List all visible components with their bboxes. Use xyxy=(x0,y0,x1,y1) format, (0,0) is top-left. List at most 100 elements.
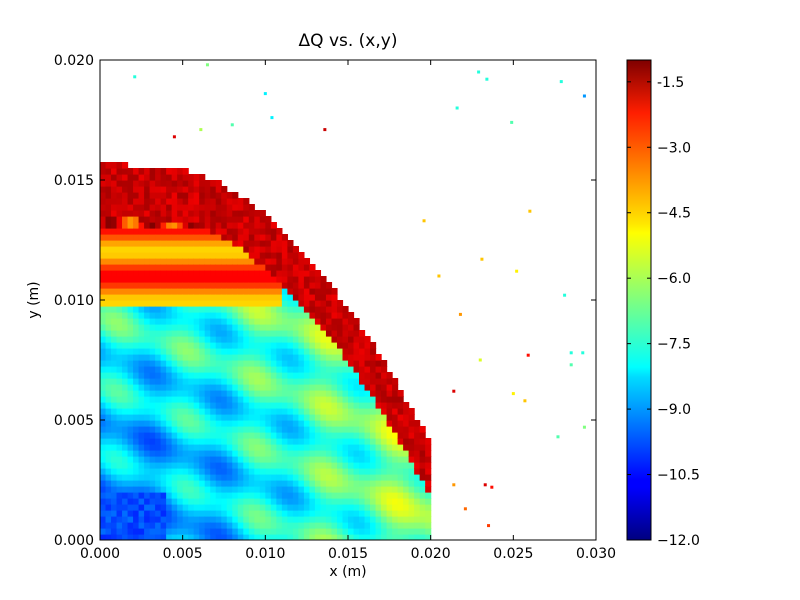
heatmap-cell xyxy=(248,258,255,265)
heatmap-cell xyxy=(149,210,156,217)
heatmap-cell xyxy=(254,246,261,253)
heatmap-cell xyxy=(281,270,288,277)
heatmap-cell xyxy=(331,528,338,535)
heatmap-cell xyxy=(199,414,206,421)
heatmap-cell xyxy=(116,354,123,361)
heatmap-cell xyxy=(392,480,399,487)
heatmap-cell xyxy=(133,468,140,475)
heatmap-cell xyxy=(133,480,140,487)
heatmap-cell xyxy=(149,498,156,505)
heatmap-cell xyxy=(254,498,261,505)
heatmap-cell xyxy=(243,366,250,373)
heatmap-cell xyxy=(281,336,288,343)
heatmap-cell xyxy=(237,396,244,403)
heatmap-cell xyxy=(237,360,244,367)
heatmap-cell xyxy=(149,264,156,271)
heatmap-cell xyxy=(287,408,294,415)
heatmap-cell xyxy=(149,516,156,523)
heatmap-cell xyxy=(155,318,162,325)
heatmap-cell xyxy=(122,258,129,265)
heatmap-cell xyxy=(403,432,410,439)
heatmap-cell xyxy=(182,408,189,415)
heatmap-cell xyxy=(232,222,239,229)
heatmap-cell xyxy=(215,228,222,235)
heatmap-cell xyxy=(155,294,162,301)
heatmap-cell xyxy=(105,300,112,307)
heatmap-cell xyxy=(403,492,410,499)
heatmap-cell xyxy=(237,414,244,421)
heatmap-cell xyxy=(298,360,305,367)
heatmap-cell xyxy=(188,468,195,475)
heatmap-cell xyxy=(182,216,189,223)
heatmap-cell xyxy=(122,162,129,169)
heatmap-cell xyxy=(276,534,283,540)
heatmap-cell xyxy=(149,330,156,337)
heatmap-cell xyxy=(138,330,145,337)
heatmap-cell xyxy=(100,258,107,265)
heatmap-cell xyxy=(403,516,410,523)
heatmap-cell xyxy=(160,384,167,391)
heatmap-cell xyxy=(177,174,184,181)
heatmap-cell xyxy=(116,318,123,325)
heatmap-cell xyxy=(105,294,112,301)
heatmap-cell xyxy=(133,378,140,385)
heatmap-cell xyxy=(160,180,167,187)
heatmap-cell xyxy=(204,264,211,271)
heatmap-cell xyxy=(127,390,134,397)
heatmap-cell xyxy=(116,474,123,481)
heatmap-cell xyxy=(193,360,200,367)
heatmap-cell xyxy=(381,492,388,499)
heatmap-cell xyxy=(243,474,250,481)
heatmap-cell xyxy=(171,468,178,475)
heatmap-cell xyxy=(215,186,222,193)
heatmap-cell xyxy=(298,282,305,289)
heatmap-cell xyxy=(127,276,134,283)
heatmap-cell xyxy=(303,288,311,295)
heatmap-cell xyxy=(171,462,178,469)
heatmap-cell xyxy=(155,366,162,373)
heatmap-cell xyxy=(171,168,178,175)
heatmap-cell xyxy=(210,348,217,355)
heatmap-cell xyxy=(292,348,299,355)
heatmap-cell xyxy=(370,432,377,439)
heatmap-cell xyxy=(160,192,167,199)
heatmap-cell xyxy=(370,468,377,475)
scatter-point xyxy=(487,524,491,528)
heatmap-cell xyxy=(171,270,178,277)
heatmap-cell xyxy=(281,282,288,289)
colorbar-tick-label: −12.0 xyxy=(657,533,700,549)
heatmap-cell xyxy=(353,498,360,505)
heatmap-cell xyxy=(188,294,195,301)
heatmap-cell xyxy=(138,372,145,379)
heatmap-cell xyxy=(254,312,261,319)
heatmap-cell xyxy=(149,234,156,241)
heatmap-cell xyxy=(100,450,107,457)
heatmap-cell xyxy=(364,408,371,415)
heatmap-cell xyxy=(281,384,288,391)
heatmap-cell xyxy=(149,420,156,427)
heatmap-cell xyxy=(221,252,228,259)
heatmap-cell xyxy=(265,258,272,265)
heatmap-cell xyxy=(403,522,410,529)
heatmap-cell xyxy=(116,402,123,409)
heatmap-cell xyxy=(155,234,162,241)
heatmap-cell xyxy=(408,498,415,505)
heatmap-cell xyxy=(182,348,189,355)
heatmap-cell xyxy=(375,498,382,505)
heatmap-cell xyxy=(403,504,410,511)
heatmap-cell xyxy=(171,486,178,493)
heatmap-cell xyxy=(303,432,311,439)
heatmap-cell xyxy=(392,462,399,469)
heatmap-cell xyxy=(425,462,432,469)
heatmap-cell xyxy=(221,498,228,505)
heatmap-cell xyxy=(381,468,388,475)
heatmap-cell xyxy=(111,432,118,439)
heatmap-cell xyxy=(314,528,322,535)
heatmap-cell xyxy=(248,492,255,499)
heatmap-cell xyxy=(204,522,211,529)
heatmap-cell xyxy=(193,294,200,301)
heatmap-cell xyxy=(237,300,244,307)
heatmap-cell xyxy=(226,462,233,469)
heatmap-cell xyxy=(386,444,393,451)
heatmap-cell xyxy=(144,282,151,289)
